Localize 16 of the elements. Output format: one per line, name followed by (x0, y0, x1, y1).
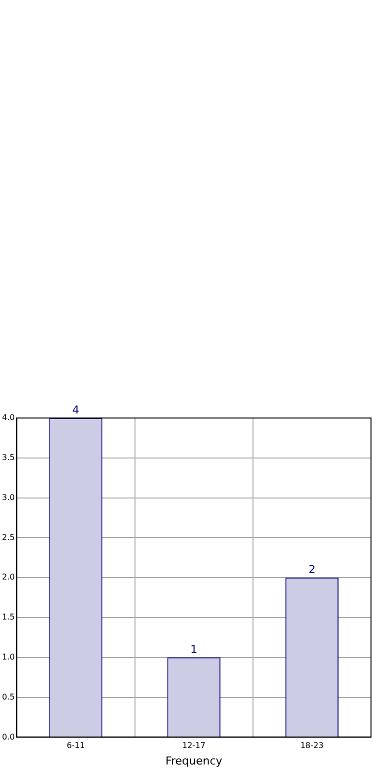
y-tick-label: 2.5 (2, 532, 15, 542)
y-tick-label: 1.0 (2, 652, 15, 662)
x-tick-label: 12-17 (182, 741, 206, 750)
y-tick-label: 1.5 (2, 612, 15, 622)
y-tick-label: 0.0 (2, 732, 15, 742)
y-tick-label: 2.0 (2, 572, 15, 582)
y-tick-label: 3.5 (2, 452, 15, 462)
x-axis-title: Frequency (165, 754, 223, 768)
y-tick-label: 3.0 (2, 492, 15, 502)
x-tick-label: 18-23 (300, 741, 324, 750)
data-label: 2 (308, 562, 316, 576)
data-label: 1 (190, 642, 198, 656)
y-tick-label: 0.5 (2, 692, 15, 702)
y-tick-label: 4.0 (2, 413, 15, 422)
data-label: 4 (72, 403, 80, 416)
x-tick-label: 6-11 (66, 741, 85, 750)
